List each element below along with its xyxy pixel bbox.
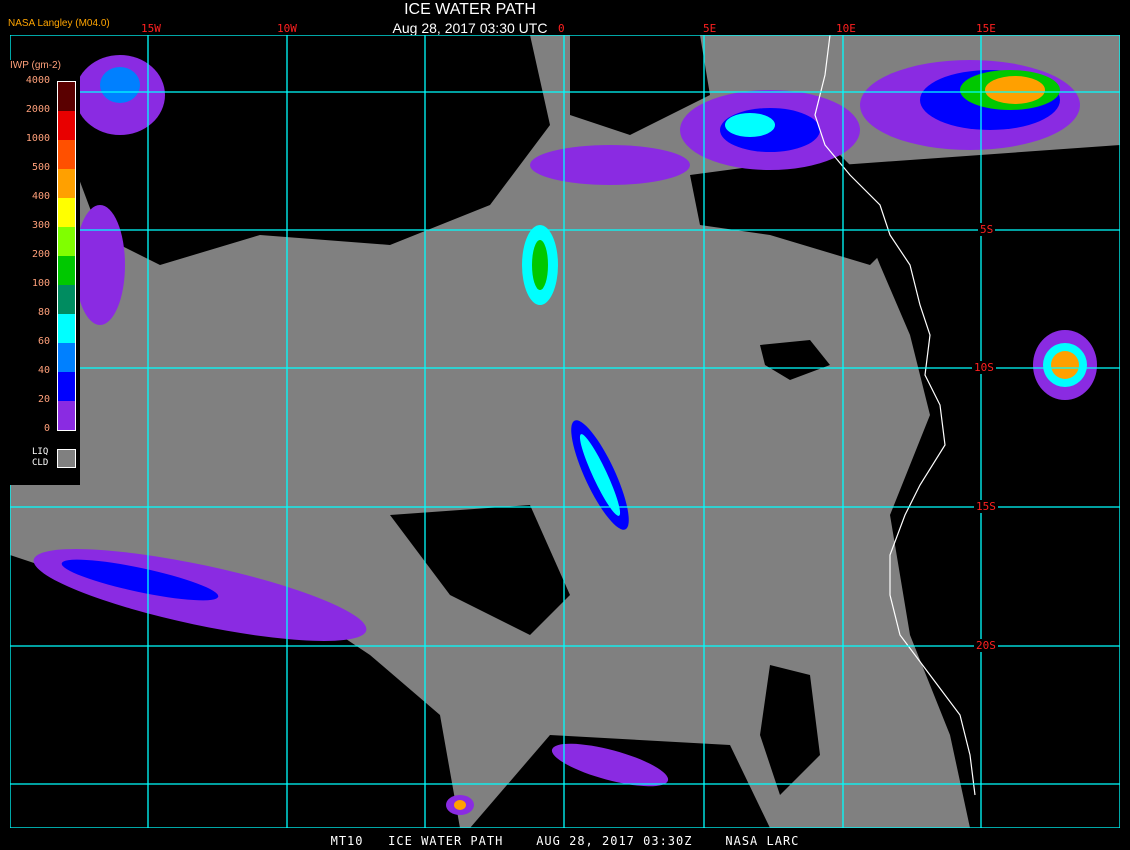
- lat-label-20s: 20S: [974, 639, 998, 652]
- legend-band: [58, 285, 75, 314]
- lon-label-15w: 15W: [141, 22, 161, 35]
- legend-tick-label: 1000: [25, 133, 50, 144]
- legend-band: [58, 198, 75, 227]
- liquid-cloud-swatch: [57, 449, 76, 468]
- color-legend: IWP (gm-2) 4000 2000 1000 500 400 300 200 100 80…: [10, 60, 80, 485]
- legend-band: [58, 111, 75, 140]
- ice-cloud-regions: [33, 55, 1097, 815]
- legend-tick-label: 20: [37, 394, 50, 405]
- legend-band: [58, 401, 75, 430]
- legend-band: [58, 343, 75, 372]
- legend-tick-label: 2000: [25, 104, 50, 115]
- legend-cld-label: CLD: [32, 458, 49, 468]
- legend-band: [58, 227, 75, 256]
- legend-liq-label: LIQ: [32, 447, 49, 457]
- legend-tick-label: 40: [37, 365, 50, 376]
- graticule: [10, 35, 1120, 828]
- coastline: [814, 35, 976, 796]
- legend-tick-label: 60: [37, 336, 50, 347]
- lat-label-10s: 10S: [972, 361, 996, 374]
- legend-tick-label: 0: [43, 423, 50, 434]
- lon-label-15e: 15E: [976, 22, 996, 35]
- lat-label-5s: 5S: [978, 223, 996, 236]
- legend-band: [58, 372, 75, 401]
- legend-band: [58, 82, 75, 111]
- legend-tick-label: 300: [31, 220, 50, 231]
- legend-tick-label: 200: [31, 249, 50, 260]
- map-timestamp: Aug 28, 2017 03:30 UTC: [392, 20, 548, 36]
- legend-tick-label: 100: [31, 278, 50, 289]
- lat-label-15s: 15S: [974, 500, 998, 513]
- legend-color-bar: [57, 81, 76, 431]
- lon-label-10w: 10W: [277, 22, 297, 35]
- legend-band: [58, 256, 75, 285]
- footer-caption: MT10 ICE WATER PATH AUG 28, 2017 03:30Z …: [330, 834, 800, 848]
- lon-label-0: 0: [558, 22, 565, 35]
- legend-band: [58, 314, 75, 343]
- legend-tick-label: 500: [31, 162, 50, 173]
- lon-label-10e: 10E: [836, 22, 856, 35]
- legend-band: [58, 169, 75, 198]
- legend-tick-label: 80: [37, 307, 50, 318]
- legend-tick-label: 400: [31, 191, 50, 202]
- legend-title: IWP (gm-2): [10, 60, 61, 71]
- credit-label: NASA Langley (M04.0): [8, 18, 110, 29]
- legend-band: [58, 140, 75, 169]
- map-title: ICE WATER PATH: [404, 1, 536, 18]
- satellite-map[interactable]: [10, 35, 1120, 828]
- lon-label-5e: 5E: [703, 22, 717, 35]
- legend-tick-label: 4000: [25, 75, 50, 86]
